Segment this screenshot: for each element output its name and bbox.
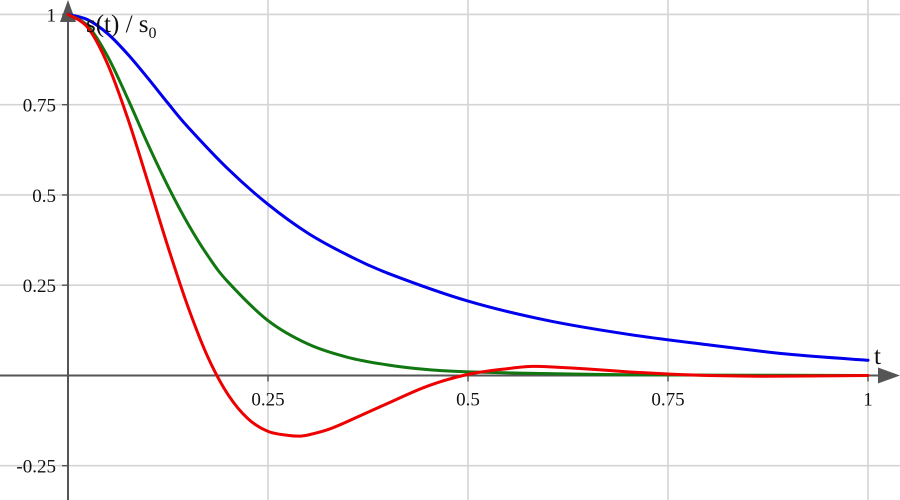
y-tick-label: 1 bbox=[47, 5, 57, 26]
y-tick-label: 0.5 bbox=[32, 186, 56, 207]
y-tick-label: 0.75 bbox=[23, 96, 56, 117]
x-tick-label: 1 bbox=[863, 389, 873, 410]
y-axis-title-main: s(t) / s bbox=[86, 11, 149, 38]
x-axis-arrow-icon bbox=[878, 367, 900, 384]
x-tick-label: 0.75 bbox=[651, 389, 684, 410]
x-tick-label: 0.25 bbox=[251, 389, 284, 410]
tick-labels: 0.25 0.5 0.75 1 -0.25 0.25 0.5 0.75 1 bbox=[16, 5, 872, 477]
series-line-3 bbox=[66, 12, 870, 438]
x-tick-label: 0.5 bbox=[456, 389, 480, 410]
series-line-2 bbox=[66, 12, 870, 377]
series-group bbox=[66, 12, 870, 438]
y-tick-label: 0.25 bbox=[23, 276, 56, 297]
series-line-1 bbox=[66, 12, 870, 362]
x-axis-title: t bbox=[874, 343, 881, 370]
y-axis-title-subscript: 0 bbox=[149, 25, 157, 42]
y-tick-label: -0.25 bbox=[16, 457, 56, 478]
y-axis-title: s(t) / s0 bbox=[86, 11, 157, 42]
